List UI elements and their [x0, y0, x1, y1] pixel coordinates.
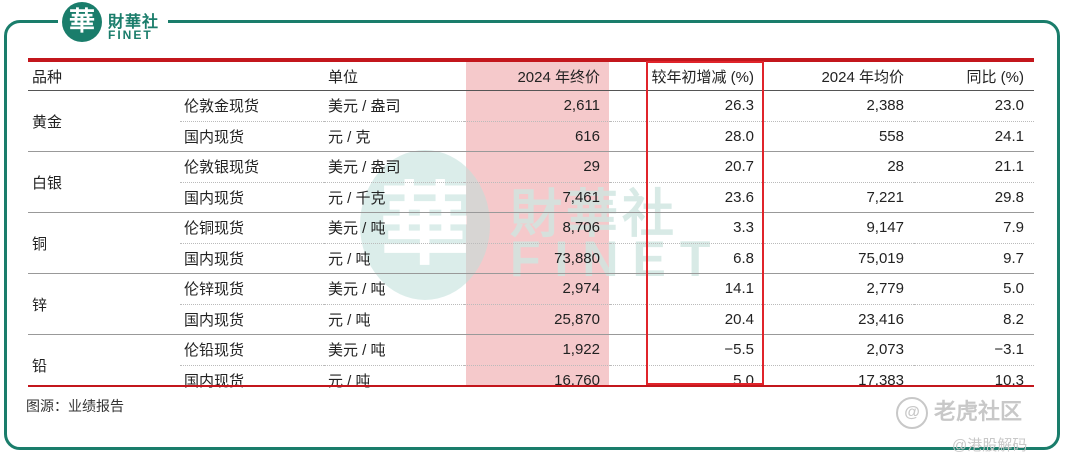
table-row: 国内现货 元 / 吨 25,870 20.4 23,416 8.2 [28, 303, 1034, 335]
close-cell: 25,870 [464, 303, 610, 335]
market-name: 伦敦银现货 [180, 151, 324, 182]
close-cell: 29 [464, 151, 610, 182]
logo-seal-icon: 華 [62, 2, 102, 42]
table-row: 铜 伦铜现货 美元 / 吨 8,706 3.3 9,147 7.9 [28, 212, 1034, 274]
ytd-cell: 26.3 [610, 90, 764, 121]
close-cell: 2,611 [464, 90, 610, 121]
close-cell: 73,880 [464, 242, 610, 274]
unit-cell: 美元 / 吨 [324, 212, 464, 243]
table-row: 国内现货 元 / 吨 73,880 6.8 75,019 9.7 [28, 242, 1034, 274]
table-header-row: 品种 单位 2024 年终价 较年初增减 (%) 2024 年均价 同比 (%) [28, 62, 1034, 91]
source-note: 图源：业绩报告 [26, 398, 124, 414]
table-bottom-rule [28, 385, 1034, 387]
unit-cell: 元 / 吨 [324, 242, 464, 274]
table-row: 国内现货 元 / 千克 7,461 23.6 7,221 29.8 [28, 181, 1034, 213]
header-2024-avg: 2024 年均价 [764, 62, 914, 91]
market-name: 国内现货 [180, 242, 324, 274]
ytd-change-highlight-box [646, 61, 764, 385]
market-name: 伦铅现货 [180, 334, 324, 365]
ytd-cell: 20.7 [610, 151, 764, 182]
unit-cell: 美元 / 吨 [324, 334, 464, 365]
close-cell: 7,461 [464, 181, 610, 213]
variety-name: 铅 [28, 334, 180, 395]
yoy-cell: 7.9 [914, 212, 1034, 243]
variety-name: 白银 [28, 151, 180, 213]
table-row: 锌 伦锌现货 美元 / 吨 2,974 14.1 2,779 5.0 [28, 273, 1034, 335]
unit-cell: 元 / 吨 [324, 364, 464, 395]
close-cell: 2,974 [464, 273, 610, 304]
close-cell: 616 [464, 120, 610, 152]
yoy-cell: 23.0 [914, 90, 1034, 121]
ytd-cell: 20.4 [610, 303, 764, 335]
ytd-cell: −5.5 [610, 334, 764, 365]
yoy-cell: 21.1 [914, 151, 1034, 182]
yoy-cell: 10.3 [914, 364, 1034, 395]
variety-name: 锌 [28, 273, 180, 335]
close-cell: 1,922 [464, 334, 610, 365]
yoy-cell: 5.0 [914, 273, 1034, 304]
yoy-cell: 9.7 [914, 242, 1034, 274]
yoy-cell: −3.1 [914, 334, 1034, 365]
close-cell: 16,760 [464, 364, 610, 395]
table-row: 国内现货 元 / 吨 16,760 5.0 17,383 10.3 [28, 364, 1034, 395]
table-top-rule [28, 58, 1034, 62]
unit-cell: 美元 / 吨 [324, 273, 464, 304]
avg-cell: 2,388 [764, 90, 914, 121]
unit-cell: 元 / 吨 [324, 303, 464, 335]
tiger-community-watermark: @ 老虎社区 [896, 394, 1023, 430]
metals-price-table: 品种 单位 2024 年终价 较年初增减 (%) 2024 年均价 同比 (%)… [28, 62, 1034, 395]
avg-cell: 558 [764, 120, 914, 152]
logo-english-name: FINET [108, 28, 153, 42]
unit-cell: 美元 / 盎司 [324, 151, 464, 182]
ytd-cell: 6.8 [610, 242, 764, 274]
yoy-cell: 8.2 [914, 303, 1034, 335]
variety-name: 铜 [28, 212, 180, 274]
market-name: 国内现货 [180, 181, 324, 213]
unit-cell: 元 / 克 [324, 120, 464, 152]
avg-cell: 75,019 [764, 242, 914, 274]
header-variety: 品种 [28, 62, 180, 91]
ytd-cell: 28.0 [610, 120, 764, 152]
avg-cell: 2,779 [764, 273, 914, 304]
header-2024-close: 2024 年终价 [464, 62, 610, 91]
market-name: 国内现货 [180, 303, 324, 335]
avg-cell: 28 [764, 151, 914, 182]
avg-cell: 7,221 [764, 181, 914, 213]
variety-name: 黄金 [28, 90, 180, 152]
ytd-cell: 14.1 [610, 273, 764, 304]
market-name: 伦铜现货 [180, 212, 324, 243]
avg-cell: 2,073 [764, 334, 914, 365]
header-market [180, 62, 324, 91]
avg-cell: 23,416 [764, 303, 914, 335]
header-unit: 单位 [324, 62, 464, 91]
tiger-label: 老虎社区 [934, 399, 1023, 424]
unit-cell: 美元 / 盎司 [324, 90, 464, 121]
yoy-cell: 29.8 [914, 181, 1034, 213]
logo-chinese-name: 財華社 [108, 14, 160, 31]
ytd-cell: 3.3 [610, 212, 764, 243]
table-row: 铅 伦铅现货 美元 / 吨 1,922 −5.5 2,073 −3.1 [28, 334, 1034, 395]
table-row: 国内现货 元 / 克 616 28.0 558 24.1 [28, 120, 1034, 152]
market-name: 伦锌现货 [180, 273, 324, 304]
table-row: 白银 伦敦银现货 美元 / 盎司 29 20.7 28 21.1 [28, 151, 1034, 213]
market-name: 国内现货 [180, 120, 324, 152]
table-row: 黄金 伦敦金现货 美元 / 盎司 2,611 26.3 2,388 23.0 [28, 90, 1034, 152]
yoy-cell: 24.1 [914, 120, 1034, 152]
market-name: 伦敦金现货 [180, 90, 324, 121]
author-handle: @港股解码 [952, 437, 1028, 454]
unit-cell: 元 / 千克 [324, 181, 464, 213]
avg-cell: 9,147 [764, 212, 914, 243]
tiger-logo-icon: @ [896, 397, 928, 430]
market-name: 国内现货 [180, 364, 324, 395]
header-yoy: 同比 (%) [914, 62, 1034, 91]
ytd-cell: 23.6 [610, 181, 764, 213]
avg-cell: 17,383 [764, 364, 914, 395]
close-cell: 8,706 [464, 212, 610, 243]
finet-logo: 華 財華社 FINET [58, 0, 168, 46]
